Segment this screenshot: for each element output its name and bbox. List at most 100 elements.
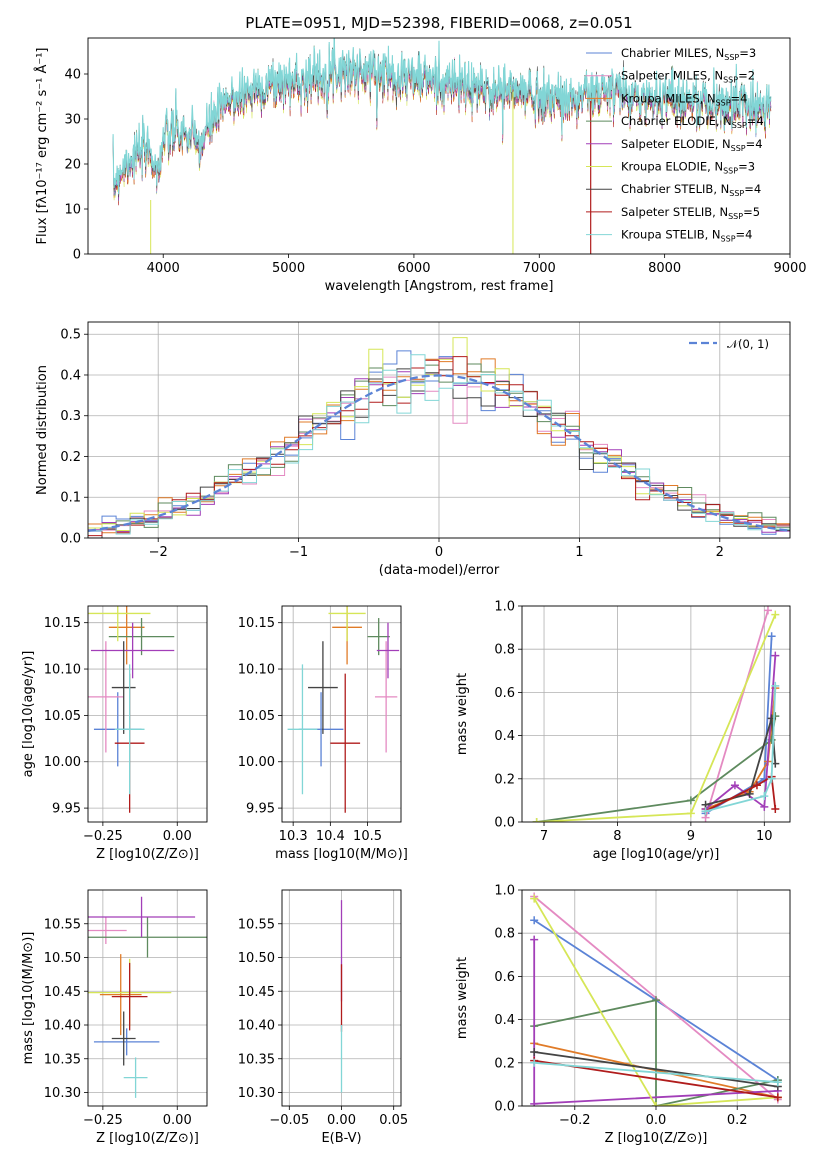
plot-area	[112, 38, 772, 254]
y-tick-label: 0.5	[60, 328, 81, 343]
x-tick-label: 4000	[147, 261, 180, 276]
weights-kroupa-stelib	[530, 1058, 782, 1087]
axes-frame	[87, 321, 791, 539]
weight-marker	[760, 792, 769, 801]
errorbar-salpeter-elodie	[376, 622, 400, 679]
x-tick-label: 10.5	[353, 829, 382, 844]
axes-frame	[87, 37, 791, 255]
errorbar-chabrier-stelib	[111, 641, 136, 734]
y-tick-label: 10.15	[238, 616, 275, 631]
weight-line	[704, 610, 769, 818]
x-tick-label: 7	[540, 829, 548, 844]
axes-frame	[521, 889, 791, 1107]
panel-massweight-vs-Z: −0.2 0.0 0.2 0.0 0.2 0.4 0.6 0.8 1.0 Z [log10(Z/Z…	[455, 884, 791, 1146]
y-tick-label: 10.40	[44, 1019, 81, 1034]
legend-subscript: SSP	[723, 167, 738, 176]
x-tick-label: 0.00	[163, 1113, 192, 1128]
plot-area	[88, 606, 175, 813]
panel-age-vs-Z: −0.25 0.00 9.95 10.00 10.05 10.10 10.15 Z [log1…	[21, 605, 208, 862]
errorbar-salpeter-miles	[88, 917, 127, 944]
errorbar-kroupa-miles	[108, 606, 145, 665]
weight-marker	[530, 1048, 539, 1056]
axes-frame	[281, 605, 402, 823]
errorbar-chabrier-elodie	[88, 917, 207, 958]
x-tick-label: −0.25	[83, 829, 123, 844]
y-tick-label: 9.95	[52, 802, 81, 817]
x-tick-label: 0.00	[327, 1113, 356, 1128]
y-tick-label: 10.30	[44, 1086, 81, 1101]
x-tick-label: 8000	[648, 261, 681, 276]
legend-count: =4	[744, 182, 761, 196]
legend-count: =3	[738, 160, 755, 174]
legend-label: Salpeter MILES, NSSP=2	[621, 69, 755, 85]
errorbar-kroupa-stelib	[123, 1057, 148, 1098]
weights-salpeter-elodie	[530, 935, 782, 1106]
y-axis-label: mass weight	[455, 673, 470, 755]
weight-marker	[652, 996, 660, 1005]
errorbar-kroupa-elodie	[328, 606, 366, 642]
axes-frame	[87, 889, 208, 1107]
y-tick-label: 10.50	[44, 951, 81, 966]
y-tick-label: 10.15	[44, 616, 81, 631]
x-tick-label: 10.3	[279, 829, 308, 844]
x-axis-label: wavelength [Angstrom, rest frame]	[325, 279, 554, 294]
legend-subscript: SSP	[732, 121, 747, 130]
x-tick-label: 6000	[397, 261, 430, 276]
errorbar-chabrier-elodie	[367, 618, 390, 656]
x-axis-label: (data-model)/error	[379, 563, 500, 578]
x-tick-label: −0.05	[269, 1113, 309, 1128]
weight-line	[536, 614, 777, 822]
y-axis-label: Normed distribution	[35, 365, 50, 495]
weight-marker	[763, 606, 772, 615]
errorbar-chabrier-stelib	[308, 641, 338, 734]
panel-mass-vs-EBV: −0.05 0.00 0.05 10.30 10.35 10.40 10.45 10.50 10…	[238, 889, 408, 1146]
errorbar-kroupa-stelib	[114, 664, 145, 795]
y-tick-label: 0.1	[60, 491, 81, 506]
weight-marker	[530, 935, 539, 944]
x-tick-label: −2	[149, 545, 168, 560]
legend-label: 𝒩(0, 1)	[727, 337, 769, 351]
y-axis-label: age [log10(age/yr)]	[21, 651, 36, 778]
figure-title: PLATE=0951, MJD=52398, FIBERID=0068, z=0…	[245, 14, 632, 32]
y-tick-label: 0.0	[494, 1100, 515, 1115]
legend-count: =4	[747, 114, 764, 128]
x-axis-label: Z [log10(Z/Z⊙)]	[605, 1131, 708, 1146]
x-tick-label: 10	[756, 829, 773, 844]
legend-label: Salpeter STELIB, NSSP=5	[621, 205, 760, 221]
weight-line	[534, 999, 778, 1106]
y-tick-label: 10	[64, 203, 81, 218]
x-tick-label: −0.2	[559, 1113, 591, 1128]
weight-marker	[771, 805, 780, 814]
x-tick-label: 7000	[523, 261, 556, 276]
panel-mass-vs-Z: −0.25 0.00 10.30 10.35 10.40 10.45 10.50 10.55 Z…	[21, 889, 208, 1146]
legend-label: Kroupa MILES, NSSP=4	[621, 91, 747, 107]
axes-frame	[87, 605, 208, 823]
legend-subscript: SSP	[729, 189, 744, 198]
errorbar-kroupa-stelib	[287, 664, 318, 795]
residual-legend: 𝒩(0, 1)	[689, 337, 769, 351]
y-tick-label: 10.05	[238, 709, 275, 724]
x-tick-label: 0.05	[379, 1113, 408, 1128]
legend-count: =5	[743, 205, 760, 219]
weight-marker	[530, 1099, 539, 1106]
errorbar-kroupa-elodie	[88, 606, 151, 642]
x-tick-label: −1	[289, 545, 308, 560]
legend-label: Chabrier ELODIE, NSSP=4	[621, 114, 764, 130]
panel-spectrum: 4000 5000 6000 7000 8000 9000 0 10 20 30 40 wavelen…	[34, 37, 807, 294]
y-tick-label: 0.0	[60, 532, 81, 547]
weight-marker	[771, 610, 780, 619]
x-axis-label: mass [log10(M/M⊙)]	[275, 847, 408, 862]
errorbar-salpeter-elodie	[90, 622, 175, 679]
legend-subscript: SSP	[721, 235, 736, 244]
errorbar-salpeter-elodie	[88, 896, 196, 938]
y-tick-label: 0.6	[494, 970, 515, 985]
y-tick-label: 0.4	[60, 368, 81, 383]
y-tick-label: 0.8	[494, 643, 515, 658]
y-tick-label: 0.4	[494, 729, 515, 744]
x-tick-label: 0.0	[646, 1113, 667, 1128]
y-tick-label: 30	[64, 113, 81, 128]
y-tick-label: 10.50	[238, 951, 275, 966]
y-tick-label: 1.0	[494, 600, 515, 615]
grid-lines	[88, 890, 207, 1106]
weights-salpeter-miles	[701, 606, 772, 822]
